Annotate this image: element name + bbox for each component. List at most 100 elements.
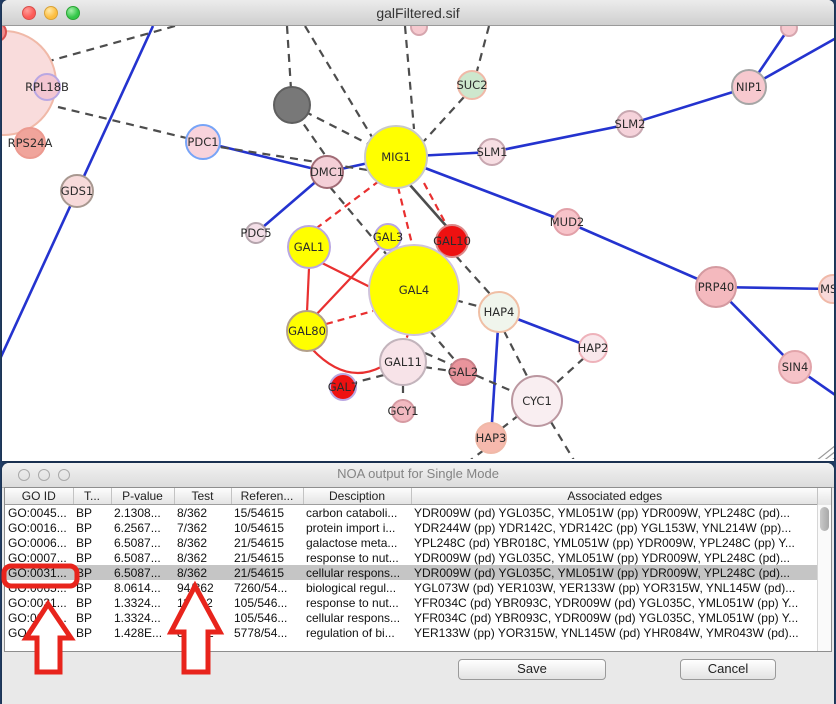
network-node[interactable] <box>2 26 7 41</box>
table-cell: GO:0016... <box>8 520 67 535</box>
column-header-desciption[interactable]: Desciption <box>302 488 411 505</box>
column-header-referen-[interactable]: Referen... <box>230 488 303 505</box>
network-node-PDC1[interactable]: PDC1 <box>185 124 221 160</box>
network-node-DMC1[interactable]: DMC1 <box>310 155 344 189</box>
table-cell: 7/362 <box>177 520 208 535</box>
table-row[interactable]: GO:0065... BP 8.0614... 94/362 7260/54... bio… <box>5 580 818 595</box>
network-node-GAL80[interactable]: GAL80 <box>286 310 328 352</box>
cancel-button[interactable]: Cancel <box>680 659 776 680</box>
network-node-PRP40[interactable]: PRP40 <box>695 266 737 308</box>
network-node-GAL10[interactable]: GAL10 <box>433 224 471 258</box>
network-edge-gray-dashed[interactable] <box>455 255 492 296</box>
network-edge-gray-dashed[interactable] <box>304 26 373 138</box>
network-node-HAP3[interactable]: HAP3 <box>475 422 507 454</box>
network-node[interactable] <box>410 26 428 36</box>
table-row[interactable]: GO:0031... BP 1.3324... 11/362 105/546... cel… <box>5 610 818 625</box>
network-node-GAL11[interactable]: GAL11 <box>379 338 427 386</box>
network-edge-gray-dashed[interactable] <box>500 414 520 430</box>
network-edge-blue[interactable] <box>489 311 501 439</box>
network-node-NIP1[interactable]: NIP1 <box>731 69 767 105</box>
save-button[interactable]: Save <box>458 659 606 680</box>
network-node-RPS24A[interactable]: RPS24A <box>8 127 53 159</box>
column-header-associated-edges[interactable]: Associated edges <box>410 488 818 505</box>
network-edge-red-dashed[interactable] <box>423 182 448 227</box>
network-edge-gray-dashed[interactable] <box>429 330 460 366</box>
table-row[interactable]: GO:0006... BP 6.5087... 8/362 21/54615 galact… <box>5 535 818 550</box>
network-edge-gray-dashed[interactable] <box>550 421 575 459</box>
network-edge-gray-dashed[interactable] <box>403 26 416 130</box>
network-edge-red-solid[interactable] <box>311 348 382 375</box>
network-window-titlebar[interactable]: galFiltered.sif <box>2 0 834 26</box>
network-edge-gray-dashed[interactable] <box>329 186 393 262</box>
table-header-row[interactable]: GO ID T... P-value Test Referen... Desciption… <box>5 488 818 505</box>
zoom-button-inactive[interactable] <box>58 469 70 481</box>
column-header-go-id[interactable]: GO ID <box>5 488 73 505</box>
network-edge-gray-dashed[interactable] <box>503 330 530 381</box>
network-node-GCY1[interactable]: GCY1 <box>387 399 419 423</box>
close-button[interactable] <box>22 6 36 20</box>
network-edge-gray-solid[interactable] <box>409 184 449 229</box>
network-node-GAL4[interactable]: GAL4 <box>368 244 460 336</box>
table-row[interactable]: GO:0016... BP 6.2567... 7/362 10/54615 protei… <box>5 520 818 535</box>
table-row[interactable]: GO:0031... BP 6.5087... 8/362 21/54615 cellul… <box>5 565 818 580</box>
network-edge-gray-dashed[interactable] <box>475 26 491 72</box>
column-header-p-value[interactable]: P-value <box>110 488 174 505</box>
network-edge-red-dashed[interactable] <box>396 186 415 249</box>
network-node-GDS1[interactable]: GDS1 <box>60 174 94 208</box>
column-header-test[interactable]: Test <box>173 488 231 505</box>
close-button-inactive[interactable] <box>18 469 30 481</box>
network-edge-gray-dashed[interactable] <box>295 112 335 169</box>
noa-titlebar[interactable]: NOA output for Single Mode <box>2 463 834 488</box>
network-node-SLM1[interactable]: SLM1 <box>477 138 508 166</box>
network-node-GAL1[interactable]: GAL1 <box>287 225 331 269</box>
network-edge-gray-thin[interactable] <box>816 445 834 459</box>
vertical-scrollbar[interactable] <box>817 505 831 651</box>
network-edge-blue[interactable] <box>491 122 631 154</box>
network-edge-blue[interactable] <box>566 220 717 289</box>
network-edge-red-dashed[interactable] <box>325 309 374 326</box>
network-node-GAL7[interactable]: GAL7 <box>328 373 359 401</box>
network-edge-gray-dashed[interactable] <box>206 143 375 173</box>
network-node-MUD2[interactable]: MUD2 <box>550 208 585 236</box>
network-node[interactable] <box>780 26 798 37</box>
network-edge-gray-dashed[interactable] <box>468 449 485 459</box>
minimize-button[interactable] <box>44 6 58 20</box>
table-row[interactable]: GO:0007... BP 6.5087... 8/362 21/54615 respon… <box>5 550 818 565</box>
network-edge-gray-dashed[interactable] <box>423 96 465 142</box>
table-row[interactable]: GO:0031... BP 1.3324... 11/362 105/546... res… <box>5 595 818 610</box>
network-canvas[interactable]: RPL18B RPS24A GDS1 PDC1 MIG1 SUC2 SLM1 SLM2 NIP1… <box>2 26 834 459</box>
network-node-SLM2[interactable]: SLM2 <box>615 110 646 138</box>
scrollbar-thumb[interactable] <box>819 507 829 531</box>
column-header-t-[interactable]: T... <box>72 488 111 505</box>
network-edge-gray-dashed[interactable] <box>57 105 204 144</box>
network-node-MSN[interactable]: MSN <box>818 274 834 304</box>
network-node-GAL2[interactable]: GAL2 <box>448 358 479 386</box>
network-edge-gray-dashed[interactable] <box>41 26 176 65</box>
network-edge-gray-dashed[interactable] <box>552 357 585 387</box>
network-edge-blue[interactable] <box>629 85 750 126</box>
network-node-PDC5[interactable]: PDC5 <box>240 222 272 244</box>
network-edge-red-solid[interactable] <box>321 262 377 291</box>
table-row[interactable]: GO:0045... BP 2.1308... 8/362 15/54615 carbon… <box>5 505 818 521</box>
minimize-button-inactive[interactable] <box>38 469 50 481</box>
network-node-RPL18B[interactable]: RPL18B <box>25 73 69 101</box>
noa-window: NOA output for Single Mode GO ID T... P-va… <box>2 463 834 704</box>
network-node-SUC2[interactable]: SUC2 <box>456 70 488 100</box>
network-edge-gray-dashed[interactable] <box>423 365 452 373</box>
network-edge-gray-dashed[interactable] <box>454 298 482 309</box>
network-node-HAP4[interactable]: HAP4 <box>478 291 520 333</box>
network-node-GAL3[interactable]: GAL3 <box>373 223 404 251</box>
network-node-CYC1[interactable]: CYC1 <box>511 375 563 427</box>
network-edge-red-dashed[interactable] <box>313 180 380 231</box>
network-edge-gray-dashed[interactable] <box>352 373 385 385</box>
network-node[interactable] <box>273 86 311 124</box>
table-row[interactable]: GO:0050... BP 1.428E... 80/362 5778/54... reg… <box>5 625 818 640</box>
network-node-HAP2[interactable]: HAP2 <box>578 333 609 363</box>
network-node-MIG1[interactable]: MIG1 <box>364 125 428 189</box>
table-cell: response to nut... <box>306 550 399 565</box>
network-edge-gray-thin[interactable] <box>822 451 834 459</box>
network-edge-red-solid[interactable] <box>313 247 380 318</box>
zoom-button[interactable] <box>66 6 80 20</box>
network-edge-red-solid[interactable] <box>305 267 311 313</box>
network-node-SIN4[interactable]: SIN4 <box>778 350 812 384</box>
